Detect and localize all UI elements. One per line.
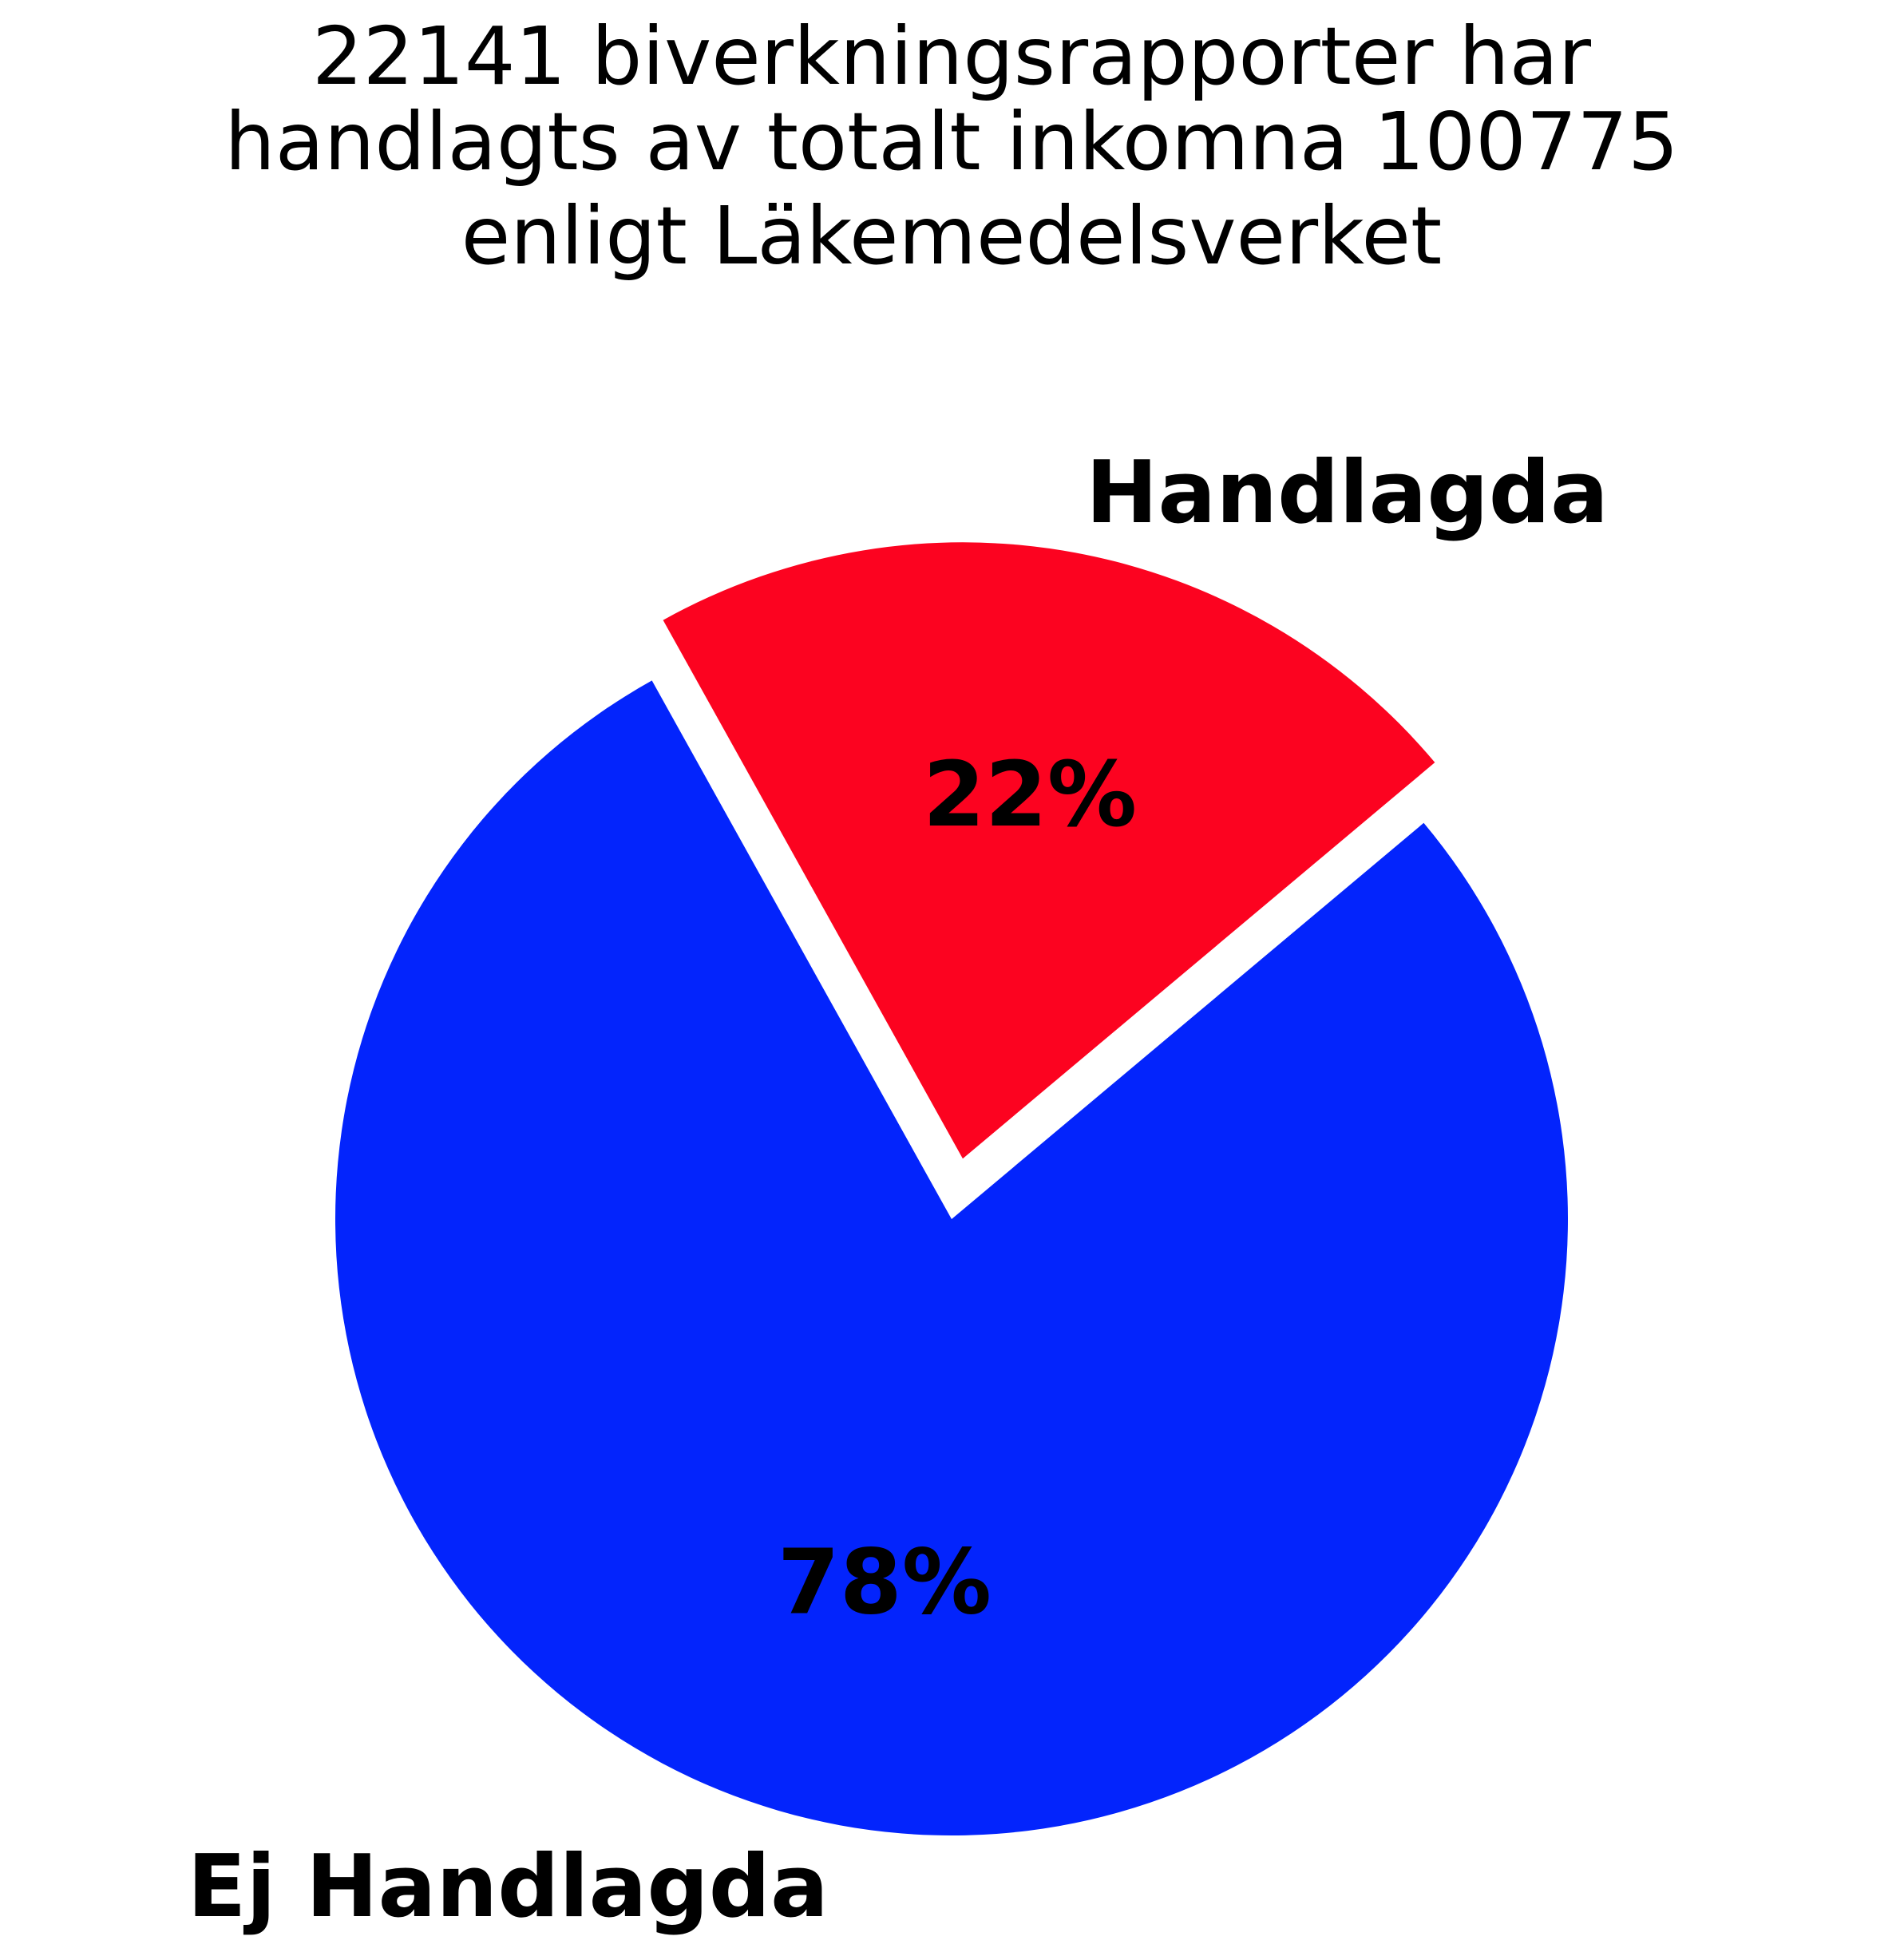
pie-percent-label: 22% <box>923 743 1137 847</box>
chart-title: 22141 biverkningsrapporter har handlagts… <box>224 10 1678 283</box>
pie-category-label: Ej Handlagda <box>188 1837 829 1937</box>
title-line-1: 22141 biverkningsrapporter har <box>312 10 1592 103</box>
pie-percent-label: 78% <box>778 1531 992 1635</box>
title-line-2: handlagts av totalt inkomna 100775 <box>224 95 1678 188</box>
pie-slice-handlagda <box>663 542 1435 1159</box>
pie-labels: 22% Handlagda 78% Ej Handlagda <box>188 443 1609 1937</box>
pie-category-label: Handlagda <box>1086 443 1609 543</box>
pie-slice-ej-handlagda <box>334 680 1568 1835</box>
title-line-3: enligt Läkemedelsverket <box>461 189 1443 283</box>
pie-slices <box>334 542 1568 1835</box>
